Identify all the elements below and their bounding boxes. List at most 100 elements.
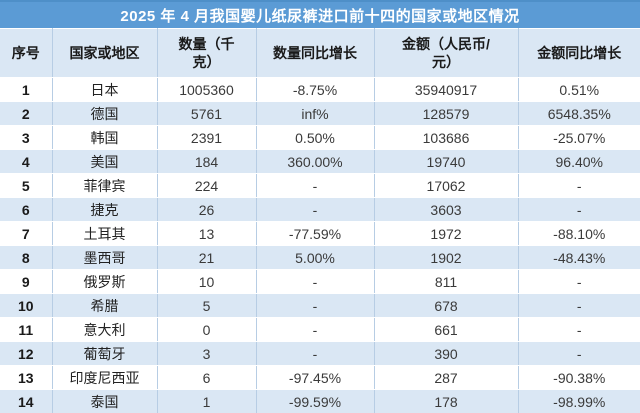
import-data-table: 序号 国家或地区 数量（千 克） 数量同比增长 金额（人民币/ 元） 金额同比增长 1 日本… <box>0 28 640 413</box>
country-cell: 印度尼西亚 <box>51 365 158 390</box>
country-cell: 捷克 <box>51 197 158 222</box>
amount-yoy-cell: -88.10% <box>517 221 640 246</box>
quantity-yoy-header: 数量同比增长 <box>255 28 375 78</box>
quantity-yoy-cell: -99.59% <box>255 389 375 413</box>
table-row: 14 泰国 1 -99.59% 178 -98.99% <box>0 389 640 413</box>
table-body: 1 日本 1005360 -8.75% 35940917 0.51% 2 德国 5761 inf%… <box>0 77 640 413</box>
amount-yoy-cell: -25.07% <box>517 125 640 150</box>
amount-cell: 17062 <box>373 173 519 198</box>
quantity-yoy-cell: - <box>255 173 375 198</box>
quantity-cell: 10 <box>156 269 257 294</box>
rank-cell: 12 <box>0 341 53 366</box>
quantity-yoy-cell: - <box>255 197 375 222</box>
rank-cell: 3 <box>0 125 53 150</box>
rank-cell: 2 <box>0 101 53 126</box>
amount-header: 金额（人民币/ 元） <box>373 28 519 78</box>
quantity-cell: 3 <box>156 341 257 366</box>
quantity-yoy-cell: -8.75% <box>255 77 375 102</box>
table-row: 7 土耳其 13 -77.59% 1972 -88.10% <box>0 221 640 246</box>
amount-yoy-cell: 96.40% <box>517 149 640 174</box>
quantity-header: 数量（千 克） <box>156 28 257 78</box>
quantity-yoy-cell: - <box>255 293 375 318</box>
country-cell: 泰国 <box>51 389 158 413</box>
quantity-cell: 5 <box>156 293 257 318</box>
amount-yoy-cell: - <box>517 197 640 222</box>
quantity-yoy-cell: 5.00% <box>255 245 375 270</box>
amount-cell: 661 <box>373 317 519 342</box>
amount-yoy-cell: -90.38% <box>517 365 640 390</box>
quantity-cell: 5761 <box>156 101 257 126</box>
country-cell: 希腊 <box>51 293 158 318</box>
table-row: 4 美国 184 360.00% 19740 96.40% <box>0 149 640 174</box>
country-cell: 韩国 <box>51 125 158 150</box>
country-cell: 德国 <box>51 101 158 126</box>
quantity-cell: 0 <box>156 317 257 342</box>
quantity-cell: 6 <box>156 365 257 390</box>
amount-cell: 178 <box>373 389 519 413</box>
table-row: 13 印度尼西亚 6 -97.45% 287 -90.38% <box>0 365 640 390</box>
table-row: 6 捷克 26-3603- <box>0 197 640 222</box>
quantity-cell: 2391 <box>156 125 257 150</box>
table-row: 10 希腊 5-678- <box>0 293 640 318</box>
quantity-yoy-cell: 0.50% <box>255 125 375 150</box>
rank-cell: 7 <box>0 221 53 246</box>
country-cell: 美国 <box>51 149 158 174</box>
quantity-yoy-cell: 360.00% <box>255 149 375 174</box>
rank-cell: 9 <box>0 269 53 294</box>
amount-yoy-cell: - <box>517 317 640 342</box>
rank-cell: 11 <box>0 317 53 342</box>
country-cell: 葡萄牙 <box>51 341 158 366</box>
country-cell: 土耳其 <box>51 221 158 246</box>
amount-cell: 287 <box>373 365 519 390</box>
amount-yoy-cell: - <box>517 341 640 366</box>
rank-cell: 10 <box>0 293 53 318</box>
amount-yoy-cell: -48.43% <box>517 245 640 270</box>
country-cell: 菲律宾 <box>51 173 158 198</box>
rank-cell: 1 <box>0 77 53 102</box>
amount-yoy-cell: - <box>517 293 640 318</box>
rank-header: 序号 <box>0 28 53 78</box>
table-row: 9 俄罗斯 10-811- <box>0 269 640 294</box>
quantity-cell: 184 <box>156 149 257 174</box>
table-title: 2025 年 4 月我国婴儿纸尿裤进口前十四的国家或地区情况 <box>0 0 640 28</box>
table-row: 8 墨西哥 21 5.00% 1902 -48.43% <box>0 245 640 270</box>
country-cell: 日本 <box>51 77 158 102</box>
quantity-yoy-cell: inf% <box>255 101 375 126</box>
amount-yoy-cell: 6548.35% <box>517 101 640 126</box>
country-cell: 墨西哥 <box>51 245 158 270</box>
quantity-yoy-cell: - <box>255 317 375 342</box>
table-row: 3 韩国 2391 0.50% 103686 -25.07% <box>0 125 640 150</box>
quantity-yoy-cell: - <box>255 269 375 294</box>
country-cell: 意大利 <box>51 317 158 342</box>
table-row: 2 德国 5761 inf% 128579 6548.35% <box>0 101 640 126</box>
quantity-cell: 26 <box>156 197 257 222</box>
rank-cell: 6 <box>0 197 53 222</box>
country-header: 国家或地区 <box>51 28 158 78</box>
rank-cell: 14 <box>0 389 53 413</box>
amount-yoy-cell: - <box>517 269 640 294</box>
quantity-cell: 1005360 <box>156 77 257 102</box>
amount-cell: 3603 <box>373 197 519 222</box>
amount-cell: 103686 <box>373 125 519 150</box>
amount-cell: 19740 <box>373 149 519 174</box>
quantity-yoy-cell: -77.59% <box>255 221 375 246</box>
rank-cell: 13 <box>0 365 53 390</box>
quantity-yoy-cell: -97.45% <box>255 365 375 390</box>
amount-yoy-cell: -98.99% <box>517 389 640 413</box>
table-row: 1 日本 1005360 -8.75% 35940917 0.51% <box>0 77 640 102</box>
table-row: 12 葡萄牙 3-390- <box>0 341 640 366</box>
rank-cell: 4 <box>0 149 53 174</box>
rank-cell: 5 <box>0 173 53 198</box>
amount-yoy-cell: 0.51% <box>517 77 640 102</box>
quantity-yoy-cell: - <box>255 341 375 366</box>
country-cell: 俄罗斯 <box>51 269 158 294</box>
rank-cell: 8 <box>0 245 53 270</box>
amount-cell: 35940917 <box>373 77 519 102</box>
quantity-cell: 21 <box>156 245 257 270</box>
table-row: 11 意大利 0-661- <box>0 317 640 342</box>
amount-yoy-cell: - <box>517 173 640 198</box>
amount-cell: 128579 <box>373 101 519 126</box>
quantity-cell: 1 <box>156 389 257 413</box>
amount-cell: 811 <box>373 269 519 294</box>
